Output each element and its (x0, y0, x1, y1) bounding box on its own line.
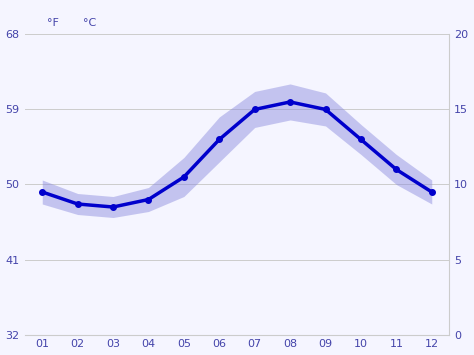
Text: °C: °C (83, 18, 96, 28)
Text: °F: °F (47, 18, 59, 28)
